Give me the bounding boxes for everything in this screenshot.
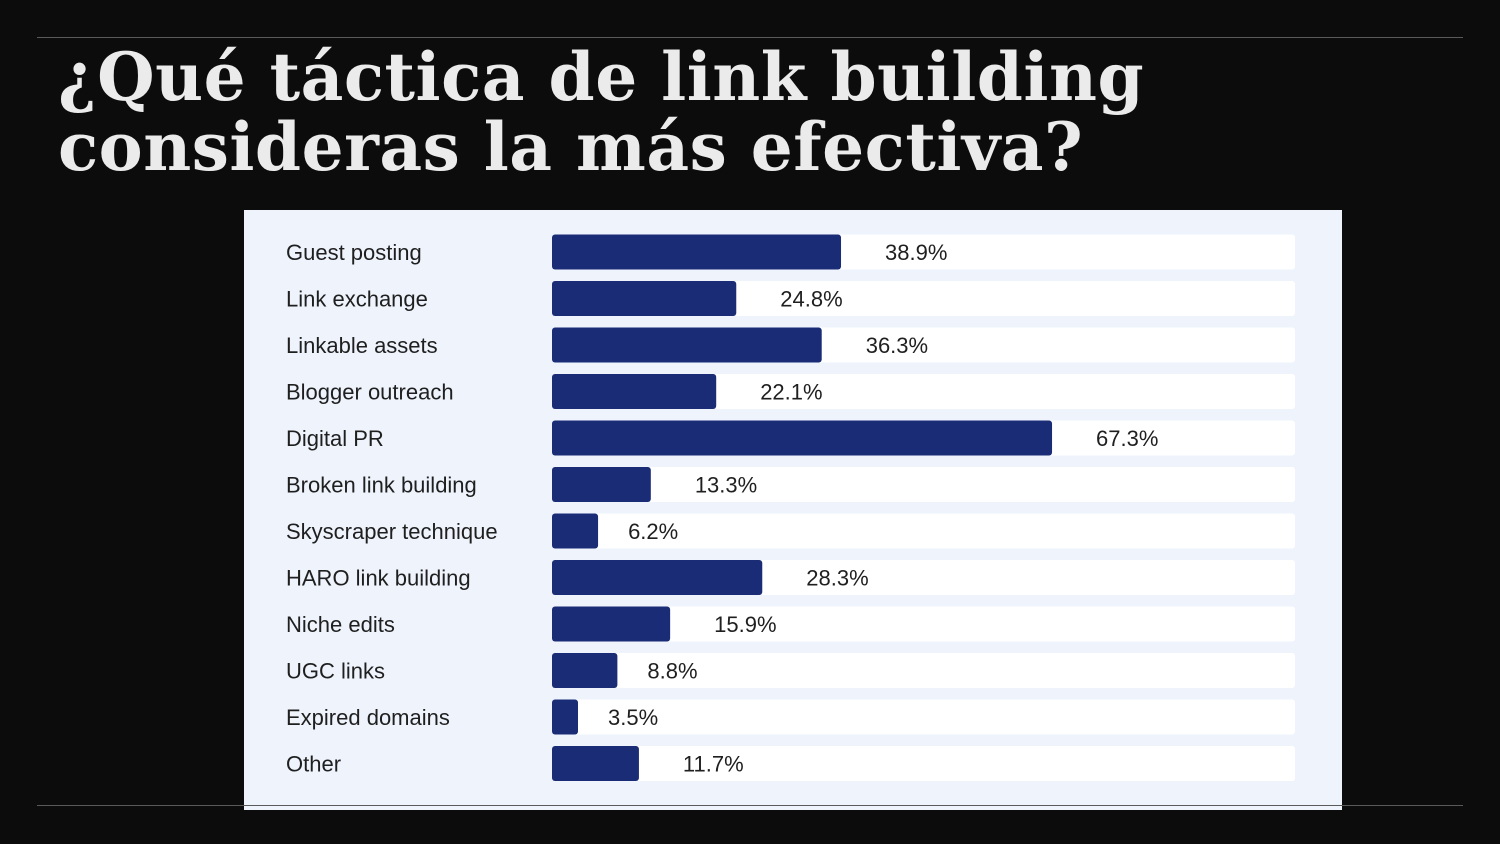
bar-expired-domains	[552, 699, 579, 735]
bar-ugc-links	[552, 653, 618, 688]
slide-title-line-1: ¿Qué táctica de link building	[58, 38, 1145, 116]
chart-panel: Guest posting 38.9% Link exchange 24.8% Link…	[244, 210, 1342, 810]
value-label: 38.9%	[885, 240, 947, 265]
bar-row-skyscraper-technique: Skyscraper technique 6.2%	[286, 513, 1295, 549]
value-label: 8.8%	[647, 659, 697, 684]
bar-row-linkable-assets: Linkable assets 36.3%	[286, 327, 1295, 363]
bar-blogger-outreach	[552, 374, 717, 409]
bar-track	[552, 653, 1295, 688]
category-label: UGC links	[286, 659, 385, 684]
value-label: 28.3%	[806, 566, 868, 591]
value-label: 15.9%	[714, 612, 776, 637]
category-label: Blogger outreach	[286, 380, 454, 405]
category-label: Broken link building	[286, 473, 477, 498]
bar-track	[552, 467, 1295, 502]
bottom-divider	[37, 805, 1463, 806]
bar-skyscraper-technique	[552, 513, 599, 549]
bar-broken-link-building	[552, 467, 651, 502]
bar-digital-pr	[552, 420, 1053, 456]
bar-chart: Guest posting 38.9%Link exchange 24.8%Link…	[286, 234, 1295, 781]
bar-track	[552, 281, 1295, 316]
slide-title: ¿Qué táctica de link building consideras…	[58, 42, 1458, 182]
category-label: Digital PR	[286, 426, 384, 451]
bar-guest-posting	[552, 234, 842, 270]
bar-row-expired-domains: Expired domains 3.5%	[286, 699, 1295, 735]
bar-row-other: Other 11.7%	[286, 746, 1295, 781]
bar-row-broken-link-building: Broken link building 13.3%	[286, 467, 1295, 502]
bar-row-ugc-links: UGC links 8.8%	[286, 653, 1295, 688]
category-label: Link exchange	[286, 287, 428, 312]
category-label: Niche edits	[286, 612, 395, 637]
bar-haro-link-building	[552, 560, 763, 595]
bar-row-haro-link-building: HARO link building 28.3%	[286, 560, 1295, 595]
value-label: 3.5%	[608, 705, 658, 730]
value-label: 6.2%	[628, 519, 678, 544]
top-divider	[37, 37, 1463, 38]
value-label: 22.1%	[760, 380, 822, 405]
bar-track	[552, 606, 1295, 642]
category-label: Skyscraper technique	[286, 519, 498, 544]
value-label: 67.3%	[1096, 426, 1158, 451]
category-label: Guest posting	[286, 240, 422, 265]
value-label: 24.8%	[780, 287, 842, 312]
category-label: Expired domains	[286, 705, 450, 730]
bar-track	[552, 374, 1295, 409]
bar-track	[552, 746, 1295, 781]
slide-title-line-2: consideras la más efectiva?	[58, 108, 1084, 186]
bar-row-guest-posting: Guest posting 38.9%	[286, 234, 1295, 270]
bar-row-blogger-outreach: Blogger outreach 22.1%	[286, 374, 1295, 409]
value-label: 11.7%	[683, 752, 744, 777]
bar-track	[552, 513, 1295, 549]
bar-other	[552, 746, 639, 781]
bar-niche-edits	[552, 606, 671, 642]
bar-row-digital-pr: Digital PR 67.3%	[286, 420, 1295, 456]
category-label: Other	[286, 752, 341, 777]
bar-track	[552, 699, 1295, 735]
value-label: 36.3%	[866, 333, 928, 358]
bar-link-exchange	[552, 281, 737, 316]
category-label: Linkable assets	[286, 333, 438, 358]
bar-row-link-exchange: Link exchange 24.8%	[286, 281, 1295, 316]
category-label: HARO link building	[286, 566, 471, 591]
bar-row-niche-edits: Niche edits 15.9%	[286, 606, 1295, 642]
value-label: 13.3%	[695, 473, 757, 498]
bar-linkable-assets	[552, 327, 822, 363]
